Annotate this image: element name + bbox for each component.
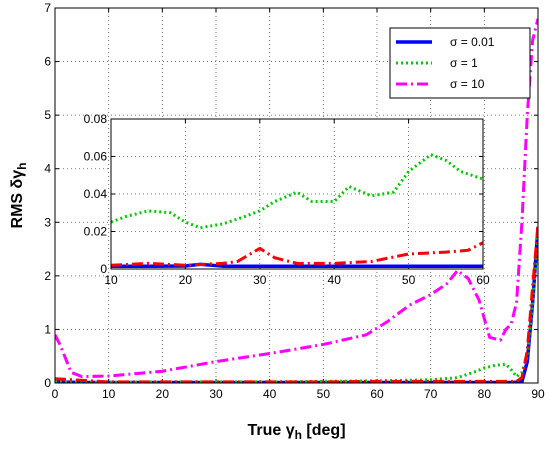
main-ytick-label: 1 [44, 322, 51, 336]
main-series-line-3 [55, 224, 538, 383]
inset-xtick-label: 30 [253, 273, 267, 287]
inset-xtick-label: 60 [476, 273, 490, 287]
main-xtick-label: 20 [156, 387, 170, 401]
x-axis-label-unit: [deg] [302, 422, 346, 439]
legend-entry-2: σ = 10 [450, 77, 485, 91]
legend-entry-1: σ = 1 [450, 56, 478, 70]
main-xtick-label: 90 [531, 387, 545, 401]
legend-entry-0: σ = 0.01 [450, 35, 495, 49]
main-xtick-label: 70 [424, 387, 438, 401]
main-ytick-label: 3 [44, 215, 51, 229]
inset-ytick-label: 0.02 [84, 225, 108, 239]
main-ytick-label: 7 [44, 1, 51, 15]
x-axis-label-sub: h [295, 428, 302, 442]
main-series-line-1 [55, 232, 538, 383]
main-frame [54, 7, 539, 384]
inset-ytick-label: 0.08 [84, 112, 108, 126]
main-xtick-label: 60 [370, 387, 384, 401]
legend-box [389, 27, 531, 99]
main-ytick-label: 4 [44, 162, 51, 176]
main-ytick-label: 2 [44, 269, 51, 283]
main-xtick-label: 10 [102, 387, 116, 401]
inset-axes: 10 20 30 40 50 60 0 0.02 0.04 0.06 0.08 [84, 112, 490, 287]
inset-xtick-label: 10 [104, 273, 118, 287]
inset-series-line-2 [111, 241, 483, 267]
inset-plot-background [111, 119, 483, 269]
inset-series-group [111, 153, 483, 268]
y-axis-label: RMS δγh [9, 163, 29, 229]
inset-ytick-label: 0.06 [84, 150, 108, 164]
inset-xtick-label: 50 [402, 273, 416, 287]
x-axis-label-main: True γ [247, 422, 294, 439]
inset-ytick-label: 0.04 [84, 187, 108, 201]
main-xtick-label: 40 [263, 387, 277, 401]
y-axis-label-sub: h [15, 163, 29, 170]
inset-xtick-label: 40 [328, 273, 342, 287]
inset-xtick-label: 20 [179, 273, 193, 287]
main-xtick-label: 30 [209, 387, 223, 401]
y-axis-label-main: RMS δγ [9, 170, 26, 229]
inset-series-line-1 [111, 153, 483, 230]
main-series-group [55, 18, 538, 383]
main-xtick-label: 50 [317, 387, 331, 401]
legend: σ = 0.01 σ = 1 σ = 10 [389, 27, 531, 99]
x-axis-label: True γh [deg] [247, 422, 345, 442]
main-ytick-label: 5 [44, 108, 51, 122]
main-xtick-label: 80 [478, 387, 492, 401]
main-xtick-label: 0 [52, 387, 59, 401]
main-ytick-label: 0 [44, 376, 51, 390]
main-series-line-2 [55, 18, 538, 379]
inset-ytick-label: 0 [100, 262, 107, 276]
main-ytick-label: 6 [44, 55, 51, 69]
inset-frame [110, 118, 484, 270]
